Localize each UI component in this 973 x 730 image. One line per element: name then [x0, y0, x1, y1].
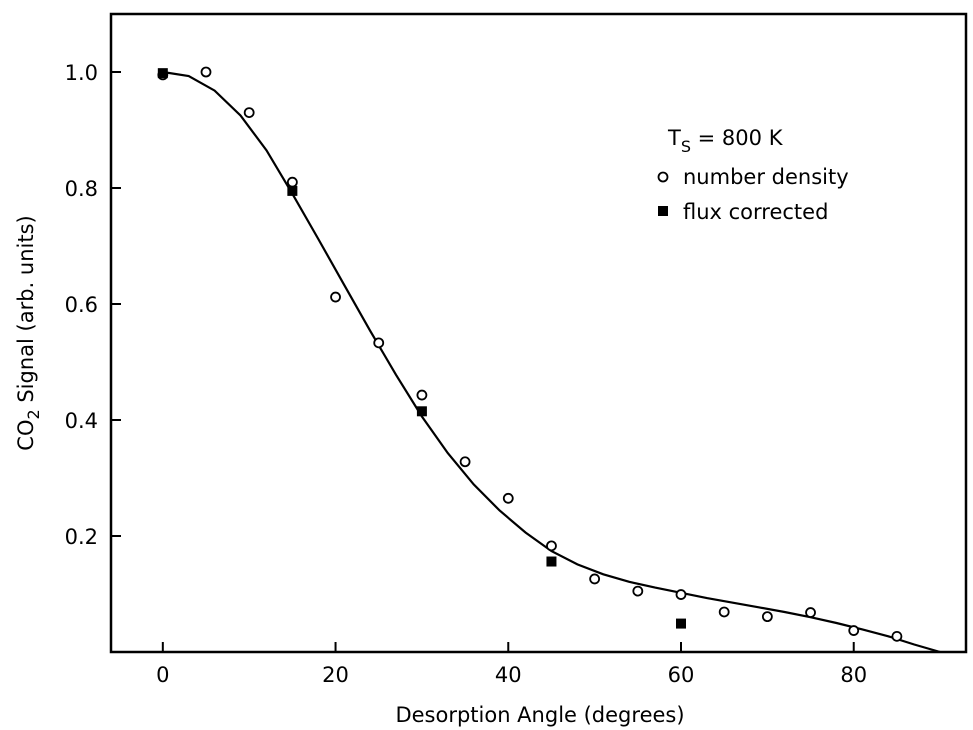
point-number-density [589, 573, 601, 585]
x-tick-label: 60 [668, 663, 695, 687]
point-flux-corrected [416, 406, 427, 417]
legend-title-rest: = 800 K [691, 126, 784, 150]
point-flux-corrected [676, 618, 686, 629]
point-number-density [459, 456, 471, 468]
legend-title: TS = 800 K [667, 126, 784, 156]
x-tick-label: 0 [156, 663, 169, 687]
y-axis-label: CO2 Signal (arb. units) [14, 215, 43, 450]
point-number-density [200, 66, 212, 78]
point-number-density [502, 492, 514, 504]
y-tick-label: 0.8 [65, 177, 98, 201]
point-flux-corrected [287, 185, 298, 196]
x-axis-label: Desorption Angle (degrees) [395, 703, 684, 727]
point-number-density [243, 107, 255, 118]
x-tick-label: 40 [495, 663, 522, 687]
data-points [157, 66, 903, 642]
plot-frame [109, 12, 968, 654]
point-number-density [891, 630, 903, 642]
x-tick-label: 20 [322, 663, 349, 687]
point-flux-corrected [157, 68, 168, 79]
ticks: 0 20 40 60 80 0.2 0.4 0.6 0.8 1.0 [65, 61, 868, 687]
y-axis-label-main: CO [14, 420, 38, 451]
point-number-density [330, 291, 341, 303]
point-number-density [675, 589, 687, 600]
point-number-density [718, 606, 730, 618]
point-number-density [286, 176, 298, 188]
legend-square-marker [658, 206, 668, 216]
point-number-density [632, 585, 644, 597]
point-number-density [546, 540, 557, 552]
x-tick-label: 80 [840, 663, 867, 687]
point-number-density [416, 389, 428, 401]
y-tick-label: 0.6 [65, 293, 98, 317]
point-flux-corrected [546, 556, 557, 567]
legend-title-subscript: S [681, 137, 691, 156]
legend-circle-marker [657, 171, 669, 183]
legend-title-main: T [667, 126, 681, 150]
y-tick-label: 0.4 [65, 409, 98, 433]
point-number-density [848, 625, 860, 636]
y-axis-label-subscript: 2 [24, 409, 43, 419]
y-axis-label-rest: Signal (arb. units) [14, 215, 38, 409]
legend-entry-number-density: number density [683, 165, 849, 189]
point-number-density [761, 611, 773, 623]
point-number-density [805, 607, 816, 618]
point-number-density [373, 337, 385, 349]
legend-entry-flux-corrected: flux corrected [683, 200, 828, 224]
legend: TS = 800 K number density flux corrected [657, 126, 849, 224]
y-tick-label: 1.0 [65, 61, 98, 85]
y-tick-label: 0.2 [65, 525, 98, 549]
